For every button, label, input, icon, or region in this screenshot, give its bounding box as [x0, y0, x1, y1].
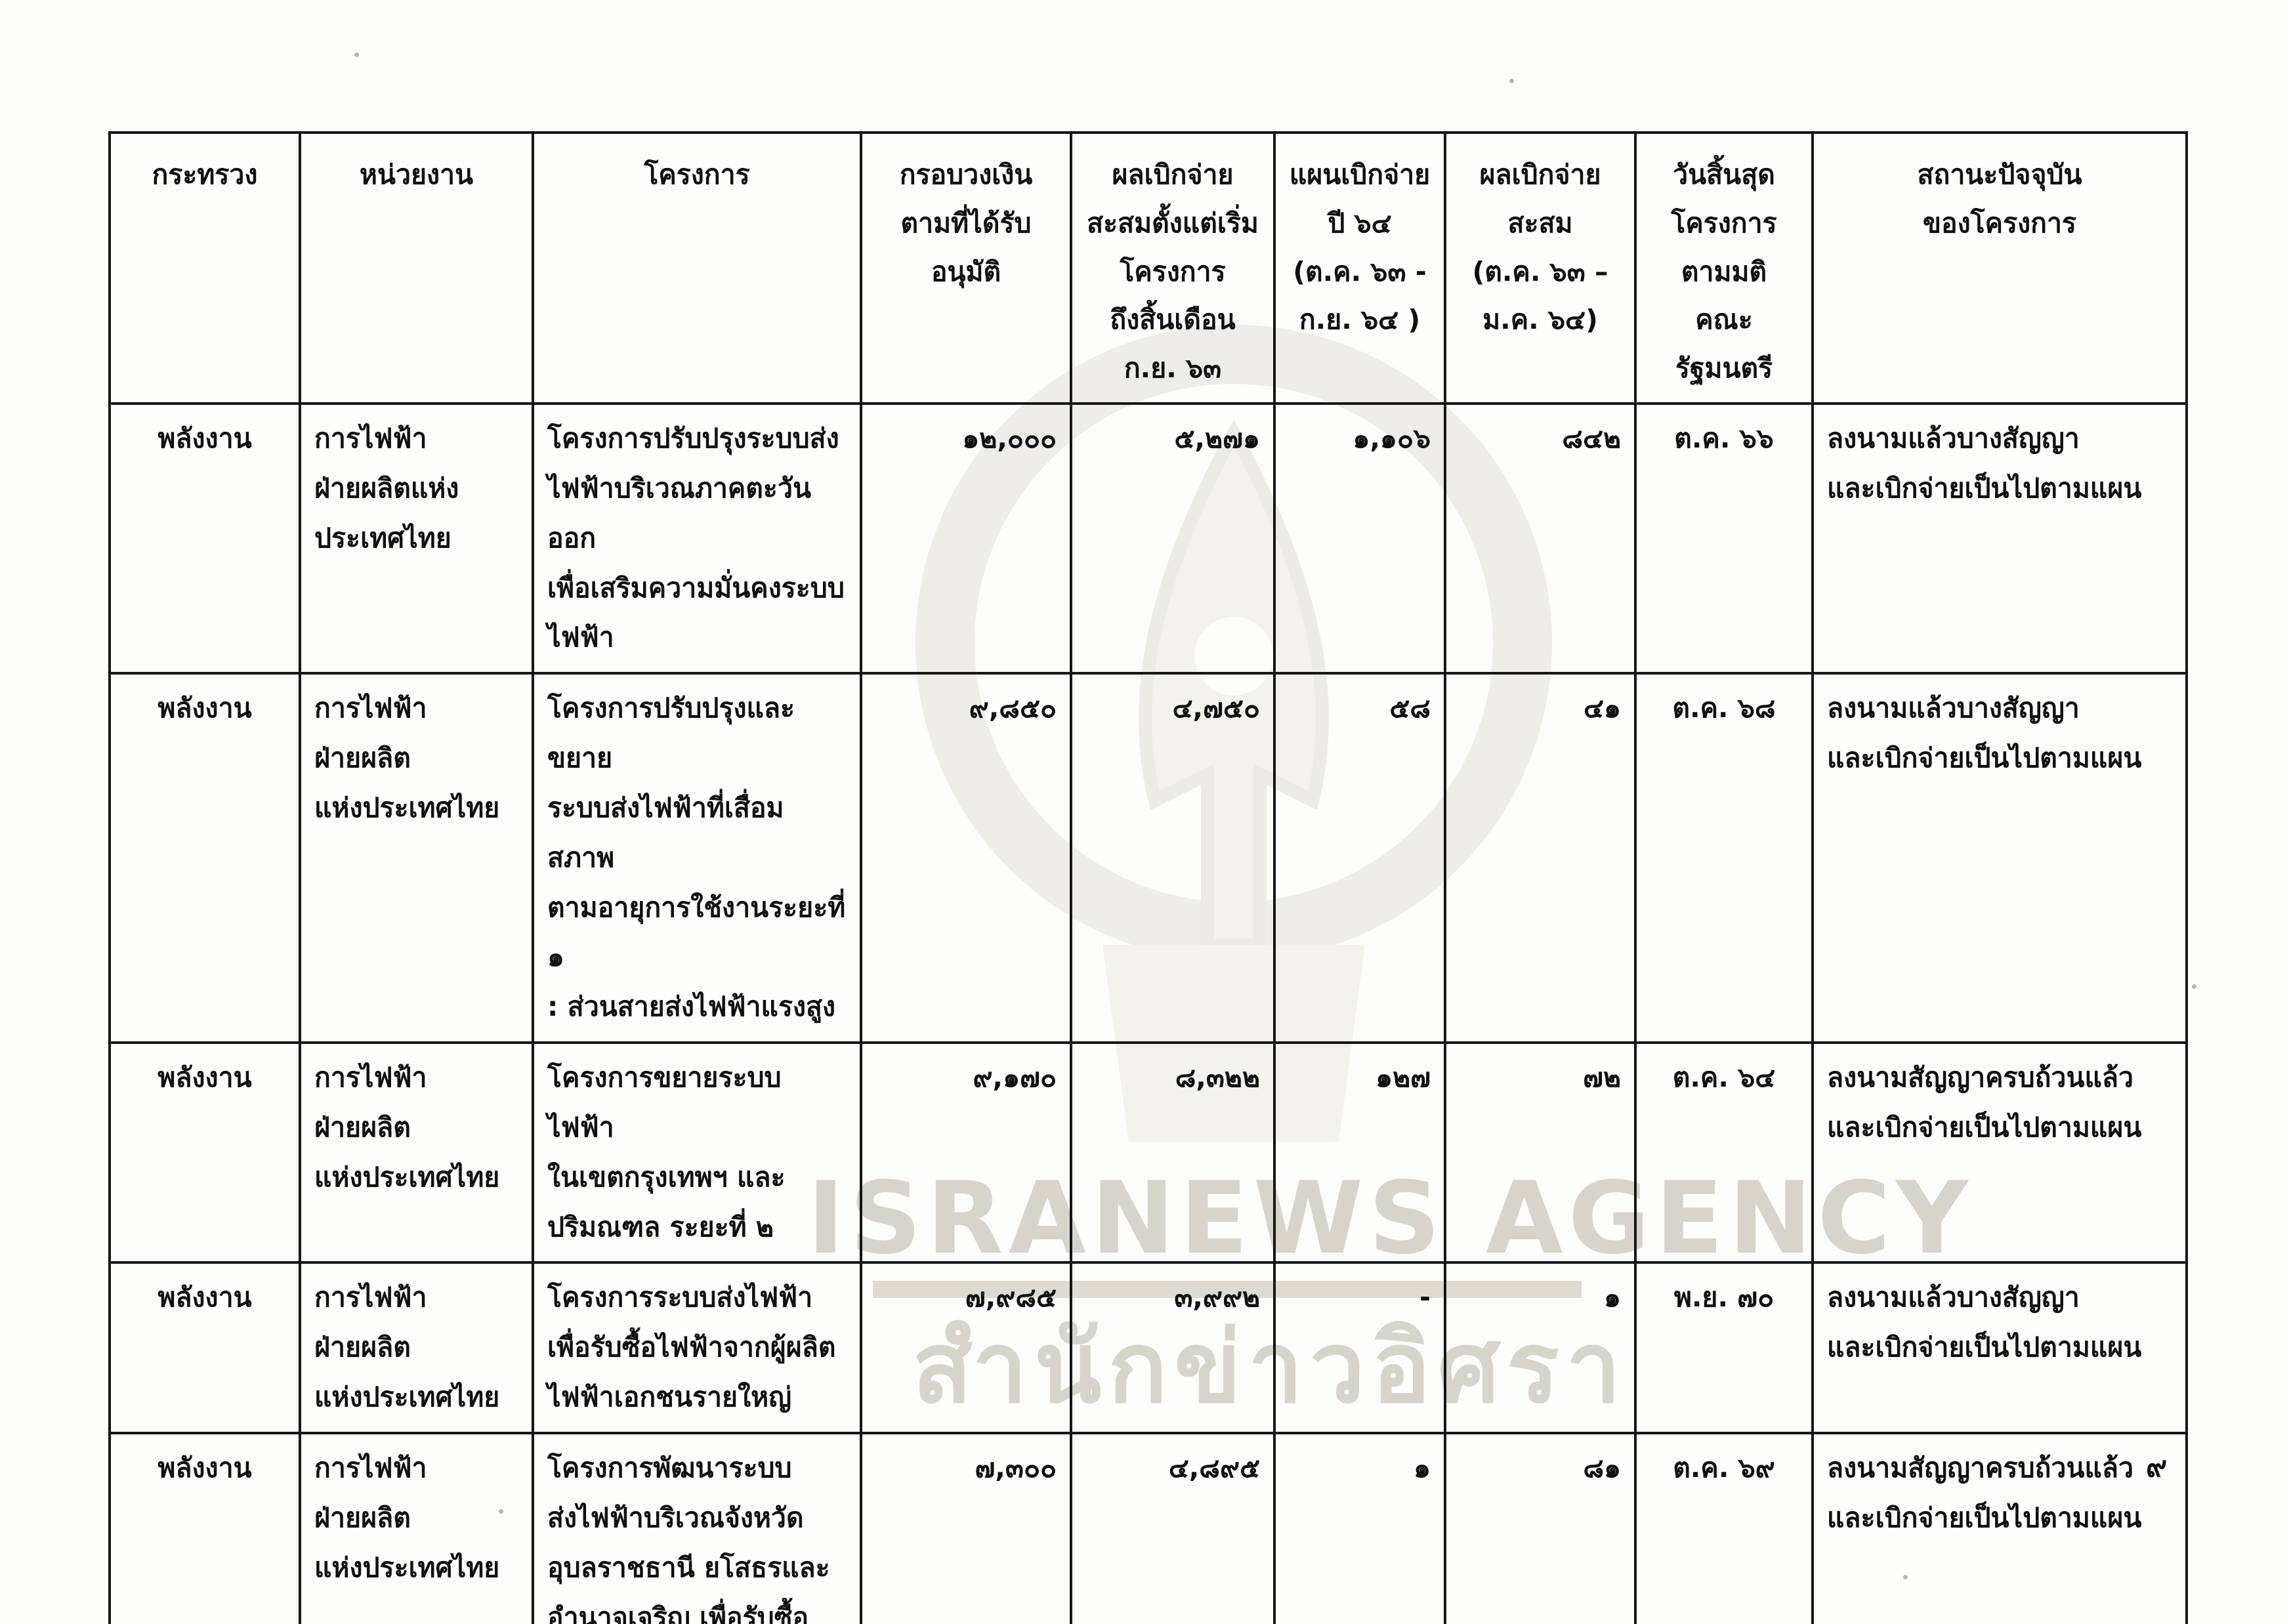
table-row: พลังงาน การไฟฟ้า ฝ่ายผลิต แห่งประเทศไทย …: [108, 672, 2188, 1045]
header-ministry: กระทรวง: [108, 131, 301, 405]
cell-project: โครงการระบบส่งไฟฟ้า เพื่อรับซื้อไฟฟ้าจาก…: [532, 1261, 862, 1435]
cell-end-date: ต.ค. ๖๖: [1634, 402, 1814, 675]
cell-spent-cum: ๘๔๒: [1444, 402, 1637, 675]
table-header: กระทรวง หน่วยงาน โครงการ กรอบวงเงิน ตามท…: [108, 131, 2188, 405]
cell-agency: การไฟฟ้า ฝ่ายผลิต แห่งประเทศไทย: [299, 672, 534, 1045]
header-plan-64: แผนเบิกจ่าย ปี ๖๔ (ต.ค. ๖๓ - ก.ย. ๖๔ ): [1273, 131, 1446, 405]
cell-spent-cum: ๔๑: [1444, 672, 1637, 1045]
cell-budget: ๑๒,๐๐๐: [860, 402, 1072, 675]
cell-plan-64: ๑: [1273, 1432, 1446, 1624]
cell-ministry: พลังงาน: [108, 672, 301, 1045]
table-row: พลังงาน การไฟฟ้า ฝ่ายผลิต แห่งประเทศไทย …: [108, 1261, 2188, 1435]
cell-ministry: พลังงาน: [108, 1041, 301, 1264]
cell-plan-64: ๑,๑๐๖: [1273, 402, 1446, 675]
header-row: กระทรวง หน่วยงาน โครงการ กรอบวงเงิน ตามท…: [108, 131, 2188, 405]
cell-plan-64: ๑๒๗: [1273, 1041, 1446, 1264]
cell-budget: ๙,๘๕๐: [860, 672, 1072, 1045]
cell-end-date: ต.ค. ๖๘: [1634, 672, 1814, 1045]
header-project: โครงการ: [532, 131, 862, 405]
cell-spent-since-start: ๔,๗๕๐: [1070, 672, 1276, 1045]
cell-status: ลงนามแล้วบางสัญญา และเบิกจ่ายเป็นไปตามแผ…: [1811, 1261, 2188, 1435]
cell-budget: ๙,๑๗๐: [860, 1041, 1072, 1264]
table-row: พลังงาน การไฟฟ้า ฝ่ายผลิตแห่ง ประเทศไทย …: [108, 402, 2188, 675]
cell-status: ลงนามแล้วบางสัญญา และเบิกจ่ายเป็นไปตามแผ…: [1811, 672, 2188, 1045]
cell-ministry: พลังงาน: [108, 1261, 301, 1435]
cell-spent-since-start: ๕,๒๗๑: [1070, 402, 1276, 675]
project-disbursement-table: กระทรวง หน่วยงาน โครงการ กรอบวงเงิน ตามท…: [108, 131, 2188, 1624]
table-row: พลังงาน การไฟฟ้า ฝ่ายผลิต แห่งประเทศไทย …: [108, 1432, 2188, 1624]
cell-spent-since-start: ๔,๘๙๕: [1070, 1432, 1276, 1624]
cell-end-date: ต.ค. ๖๙: [1634, 1432, 1814, 1624]
header-budget: กรอบวงเงิน ตามที่ได้รับ อนุมัติ: [860, 131, 1072, 405]
header-status: สถานะปัจจุบัน ของโครงการ: [1811, 131, 2188, 405]
cell-status: ลงนามสัญญาครบถ้วนแล้ว และเบิกจ่ายเป็นไปต…: [1811, 1432, 2188, 1624]
cell-project: โครงการปรับปรุงและขยาย ระบบส่งไฟฟ้าที่เส…: [532, 672, 862, 1045]
cell-end-date: พ.ย. ๗๐: [1634, 1261, 1814, 1435]
header-spent-cum: ผลเบิกจ่าย สะสม (ต.ค. ๖๓ – ม.ค. ๖๔): [1444, 131, 1637, 405]
table-row: พลังงาน การไฟฟ้า ฝ่ายผลิต แห่งประเทศไทย …: [108, 1041, 2188, 1264]
cell-spent-since-start: ๓,๙๙๒: [1070, 1261, 1276, 1435]
cell-agency: การไฟฟ้า ฝ่ายผลิต แห่งประเทศไทย: [299, 1432, 534, 1624]
header-spent-since-start: ผลเบิกจ่าย สะสมตั้งแต่เริ่ม โครงการ ถึงส…: [1070, 131, 1276, 405]
scan-speck: [354, 52, 359, 57]
cell-spent-since-start: ๘,๓๒๒: [1070, 1041, 1276, 1264]
scan-speck: [2192, 984, 2196, 989]
cell-agency: การไฟฟ้า ฝ่ายผลิต แห่งประเทศไทย: [299, 1041, 534, 1264]
cell-spent-cum: ๘๑: [1444, 1432, 1637, 1624]
cell-ministry: พลังงาน: [108, 402, 301, 675]
header-agency: หน่วยงาน: [299, 131, 534, 405]
cell-status: ลงนามแล้วบางสัญญา และเบิกจ่ายเป็นไปตามแผ…: [1811, 402, 2188, 675]
cell-spent-cum: ๗๒: [1444, 1041, 1637, 1264]
cell-ministry: พลังงาน: [108, 1432, 301, 1624]
cell-spent-cum: ๑: [1444, 1261, 1637, 1435]
header-end-date: วันสิ้นสุด โครงการ ตามมติ คณะรัฐมนตรี: [1634, 131, 1814, 405]
cell-agency: การไฟฟ้า ฝ่ายผลิต แห่งประเทศไทย: [299, 1261, 534, 1435]
table-body: พลังงาน การไฟฟ้า ฝ่ายผลิตแห่ง ประเทศไทย …: [108, 402, 2188, 1624]
scan-speck: [1509, 79, 1514, 83]
cell-end-date: ต.ค. ๖๔: [1634, 1041, 1814, 1264]
cell-plan-64: ๕๘: [1273, 672, 1446, 1045]
cell-plan-64: -: [1273, 1261, 1446, 1435]
cell-status: ลงนามสัญญาครบถ้วนแล้ว และเบิกจ่ายเป็นไปต…: [1811, 1041, 2188, 1264]
cell-project: โครงการปรับปรุงระบบส่ง ไฟฟ้าบริเวณภาคตะว…: [532, 402, 862, 675]
cell-budget: ๗,๙๘๕: [860, 1261, 1072, 1435]
cell-agency: การไฟฟ้า ฝ่ายผลิตแห่ง ประเทศไทย: [299, 402, 534, 675]
page-number: ๙: [2146, 1450, 2168, 1484]
cell-project: โครงการพัฒนาระบบ ส่งไฟฟ้าบริเวณจังหวัด อ…: [532, 1432, 862, 1624]
cell-budget: ๗,๓๐๐: [860, 1432, 1072, 1624]
cell-project: โครงการขยายระบบไฟฟ้า ในเขตกรุงเทพฯ และ ป…: [532, 1041, 862, 1264]
